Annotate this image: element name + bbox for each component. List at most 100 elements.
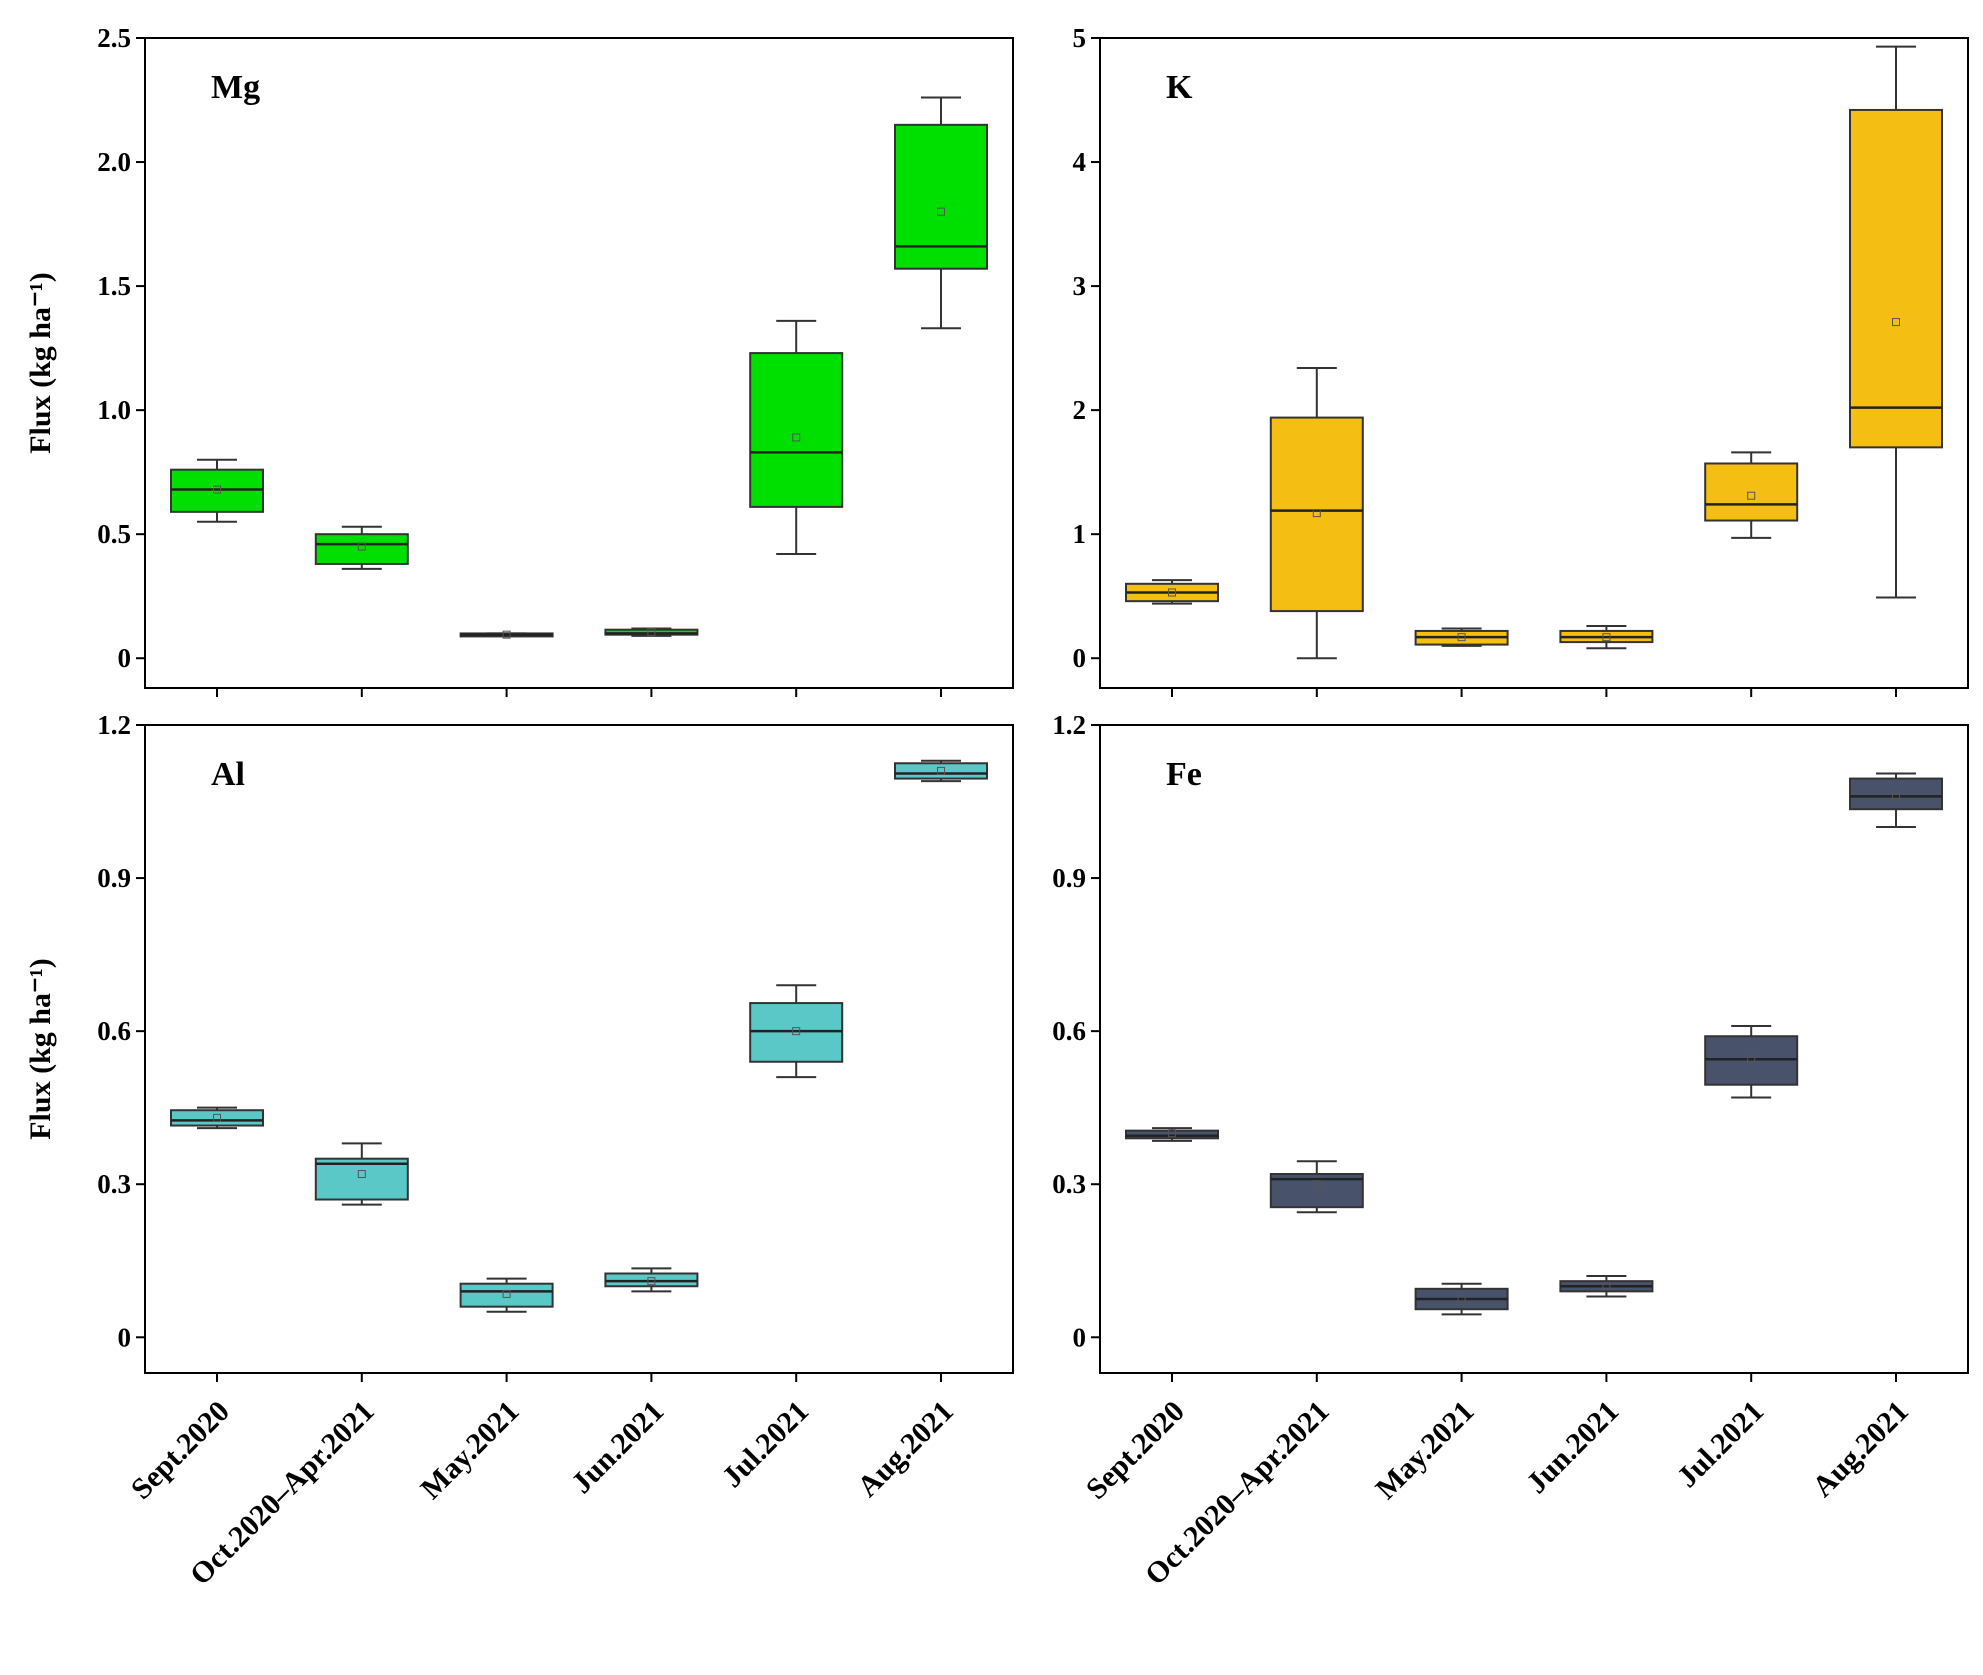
mean-marker xyxy=(1457,1295,1466,1304)
box-Jun.2021 xyxy=(1559,1275,1654,1298)
box-Aug.2021 xyxy=(1849,772,1943,829)
mean-marker xyxy=(1892,792,1900,801)
panel-label: Mg xyxy=(211,69,260,106)
y-tick-label: 0.5 xyxy=(97,519,131,549)
box-body xyxy=(894,123,988,270)
box-Jun.2021 xyxy=(1559,624,1654,650)
x-tick-label: May.2021 xyxy=(1369,1395,1480,1506)
y-tick-label: 3 xyxy=(1073,271,1087,301)
box-Aug.2021 xyxy=(1849,45,1943,599)
box-Aug.2021 xyxy=(894,759,988,783)
y-tick-label: 0.3 xyxy=(97,1169,131,1199)
box-Jul.2021 xyxy=(749,984,844,1079)
x-tick-label: Jul.2021 xyxy=(716,1395,815,1494)
y-tick-label: 5 xyxy=(1073,23,1087,53)
y-tick-label: 0.3 xyxy=(1052,1169,1086,1199)
x-tick-label: May.2021 xyxy=(414,1395,525,1506)
y-tick-label: 1.0 xyxy=(97,395,131,425)
mean-marker xyxy=(1892,318,1900,327)
mean-marker xyxy=(213,485,221,494)
y-tick-label: 0 xyxy=(1073,643,1087,673)
mean-marker xyxy=(1747,1055,1756,1064)
y-tick-label: 4 xyxy=(1073,147,1087,177)
box-body xyxy=(1125,1129,1219,1140)
mean-marker xyxy=(647,628,656,637)
y-axis-title: Flux (kg ha⁻¹) xyxy=(24,272,57,454)
box-body xyxy=(170,1109,264,1127)
y-tick-label: 0 xyxy=(118,1322,132,1352)
x-tick-label: Sept.2020 xyxy=(1080,1395,1191,1506)
box-May.2021 xyxy=(459,630,554,639)
box-Jul.2021 xyxy=(1704,451,1799,539)
mean-marker xyxy=(1457,633,1466,642)
plot-frame xyxy=(144,37,1014,689)
box-May.2021 xyxy=(1414,627,1509,647)
mean-marker xyxy=(792,1027,801,1036)
box-Oct.2020–Apr.2021 xyxy=(1269,1160,1364,1214)
box-Oct.2020–Apr.2021 xyxy=(1269,366,1364,660)
x-tick-label: Jun.2021 xyxy=(565,1395,670,1500)
panel-fe: 00.30.60.91.2FeSept.2020Oct.2020–Apr.202… xyxy=(1052,710,1969,1592)
y-tick-label: 1.2 xyxy=(1052,710,1086,740)
box-Sept.2020 xyxy=(170,1106,264,1130)
mean-marker xyxy=(357,542,366,551)
y-tick-label: 0.6 xyxy=(1052,1016,1086,1046)
mean-marker xyxy=(1747,491,1756,500)
box-body xyxy=(1269,416,1364,613)
y-tick-label: 1.5 xyxy=(97,271,131,301)
box-Sept.2020 xyxy=(1125,1127,1219,1142)
y-axis-title: Flux (kg ha⁻¹) xyxy=(24,958,57,1140)
y-tick-label: 0 xyxy=(1073,1322,1087,1352)
box-body xyxy=(314,1157,409,1201)
x-tick-label: Sept.2020 xyxy=(125,1395,236,1506)
box-body xyxy=(314,533,409,565)
plot-frame xyxy=(1099,724,1969,1374)
y-tick-label: 1.2 xyxy=(97,710,131,740)
plot-frame xyxy=(1099,37,1969,689)
box-Oct.2020–Apr.2021 xyxy=(314,1142,409,1206)
box-body xyxy=(604,1272,699,1288)
mean-marker xyxy=(1168,1129,1176,1138)
mean-marker xyxy=(502,630,511,639)
mean-marker xyxy=(937,766,945,775)
box-Oct.2020–Apr.2021 xyxy=(314,525,409,570)
y-tick-label: 0.6 xyxy=(97,1016,131,1046)
plot-frame xyxy=(144,724,1014,1374)
box-May.2021 xyxy=(1414,1282,1509,1316)
x-tick-label: Jul.2021 xyxy=(1671,1395,1770,1494)
box-body xyxy=(1704,1035,1799,1086)
mean-marker xyxy=(937,207,945,216)
box-body xyxy=(749,352,844,508)
mean-marker xyxy=(213,1113,221,1122)
panel-label: K xyxy=(1166,69,1193,106)
panel-k: 0 1 2 3 4 5 K xyxy=(1073,23,1969,697)
box-Sept.2020 xyxy=(1125,579,1219,605)
x-tick-label: Jun.2021 xyxy=(1520,1395,1625,1500)
x-tick-label: Aug.2021 xyxy=(851,1395,960,1504)
mean-marker xyxy=(1312,509,1321,518)
panel-label: Fe xyxy=(1166,756,1202,793)
box-body xyxy=(1849,777,1943,811)
y-tick-label: 1 xyxy=(1073,519,1087,549)
y-tick-label: 0 xyxy=(118,643,132,673)
y-tick-label: 0.9 xyxy=(1052,863,1086,893)
x-tick-label: Aug.2021 xyxy=(1806,1395,1915,1504)
box-body xyxy=(459,1282,554,1308)
mean-marker xyxy=(647,1277,656,1286)
box-May.2021 xyxy=(459,1277,554,1313)
panel-mg: 0 0.5 1.0 1.5 2.0 2.5 Mg Flux (kg ha⁻¹) xyxy=(24,23,1014,697)
y-tick-label: 2.0 xyxy=(97,147,131,177)
panel-label: Al xyxy=(211,756,245,793)
box-body xyxy=(894,762,988,780)
mean-marker xyxy=(792,433,801,442)
mean-marker xyxy=(502,1289,511,1298)
box-Jul.2021 xyxy=(1704,1025,1799,1099)
mean-marker xyxy=(1602,633,1611,642)
mean-marker xyxy=(1168,588,1176,597)
box-Sept.2020 xyxy=(170,458,264,523)
box-Jun.2021 xyxy=(604,627,699,637)
y-tick-label: 2.5 xyxy=(97,23,131,53)
box-Aug.2021 xyxy=(894,96,988,330)
mean-marker xyxy=(357,1170,366,1179)
